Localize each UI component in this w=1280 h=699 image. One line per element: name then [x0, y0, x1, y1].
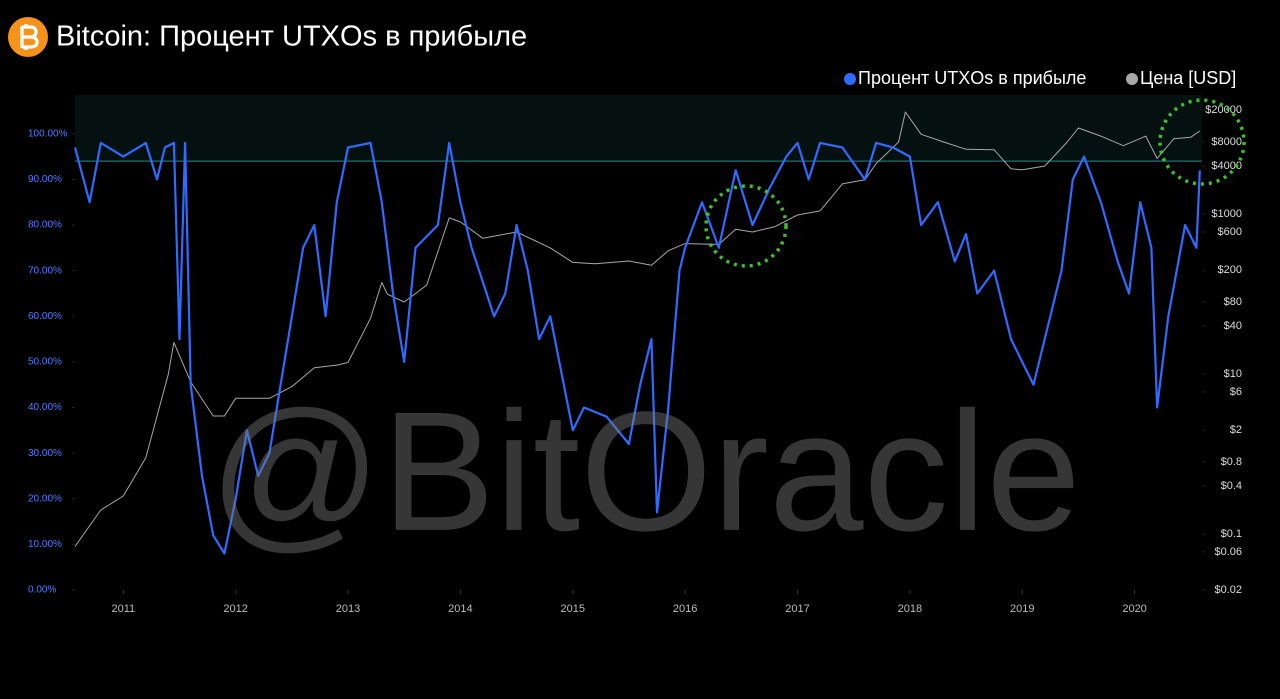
x-tick-label: 2014 [448, 603, 472, 615]
x-tick-label: 2011 [111, 603, 135, 615]
y2-tick-label: $600 [1218, 226, 1242, 238]
y2-tick-label: $80 [1224, 296, 1242, 308]
x-tick-label: 2020 [1122, 603, 1146, 615]
y-tick-label: 60.00% [28, 311, 62, 322]
annotation-circle [1158, 98, 1246, 186]
y2-tick-label: $1000 [1211, 208, 1242, 220]
legend-marker [844, 73, 856, 85]
y-tick-label: 30.00% [28, 448, 62, 459]
y-tick-label: 20.00% [28, 493, 62, 504]
legend-label: Цена [USD] [1140, 68, 1236, 88]
y-tick-label: 70.00% [28, 265, 62, 276]
y2-tick-label: $0.4 [1221, 480, 1242, 492]
chart-title: Bitcoin: Процент UTXOs в прибыле [56, 21, 527, 53]
y-tick-label: 80.00% [28, 220, 62, 231]
y-tick-label: 100.00% [28, 128, 68, 139]
threshold-zone [75, 95, 1202, 162]
series-line [73, 141, 1201, 555]
x-tick-label: 2018 [898, 603, 922, 615]
bitcoin-icon [8, 17, 48, 57]
y2-tick-label: $0.06 [1214, 546, 1242, 558]
series-line [74, 111, 1201, 547]
y-tick-label: 50.00% [28, 357, 62, 368]
y2-tick-label: $40 [1224, 320, 1242, 332]
x-tick-label: 2016 [673, 603, 697, 615]
y-tick-label: 90.00% [28, 174, 62, 185]
y2-tick-label: $4000 [1211, 160, 1242, 172]
y2-tick-label: $200 [1218, 264, 1242, 276]
y2-tick-label: $0.02 [1214, 584, 1242, 596]
annotation-circle [704, 184, 788, 268]
x-tick-label: 2017 [785, 603, 809, 615]
x-tick-label: 2015 [561, 603, 585, 615]
legend-label: Процент UTXOs в прибыле [858, 68, 1086, 88]
y-tick-label: 0.00% [28, 585, 56, 596]
legend-marker [1126, 73, 1138, 85]
y2-tick-label: $10 [1224, 368, 1242, 380]
y2-tick-label: $2 [1230, 424, 1242, 436]
y2-tick-label: $8000 [1211, 136, 1242, 148]
y2-tick-label: $0.8 [1221, 456, 1242, 468]
x-tick-label: 2012 [223, 603, 247, 615]
watermark: @BitOracle [209, 377, 1081, 567]
y2-tick-label: $0.1 [1221, 528, 1242, 540]
x-tick-label: 2013 [336, 603, 360, 615]
y2-tick-label: $6 [1230, 386, 1242, 398]
y2-tick-label: $20000 [1205, 104, 1242, 116]
y-tick-label: 40.00% [28, 402, 62, 413]
y-tick-label: 10.00% [28, 539, 62, 550]
x-tick-label: 2019 [1010, 603, 1034, 615]
